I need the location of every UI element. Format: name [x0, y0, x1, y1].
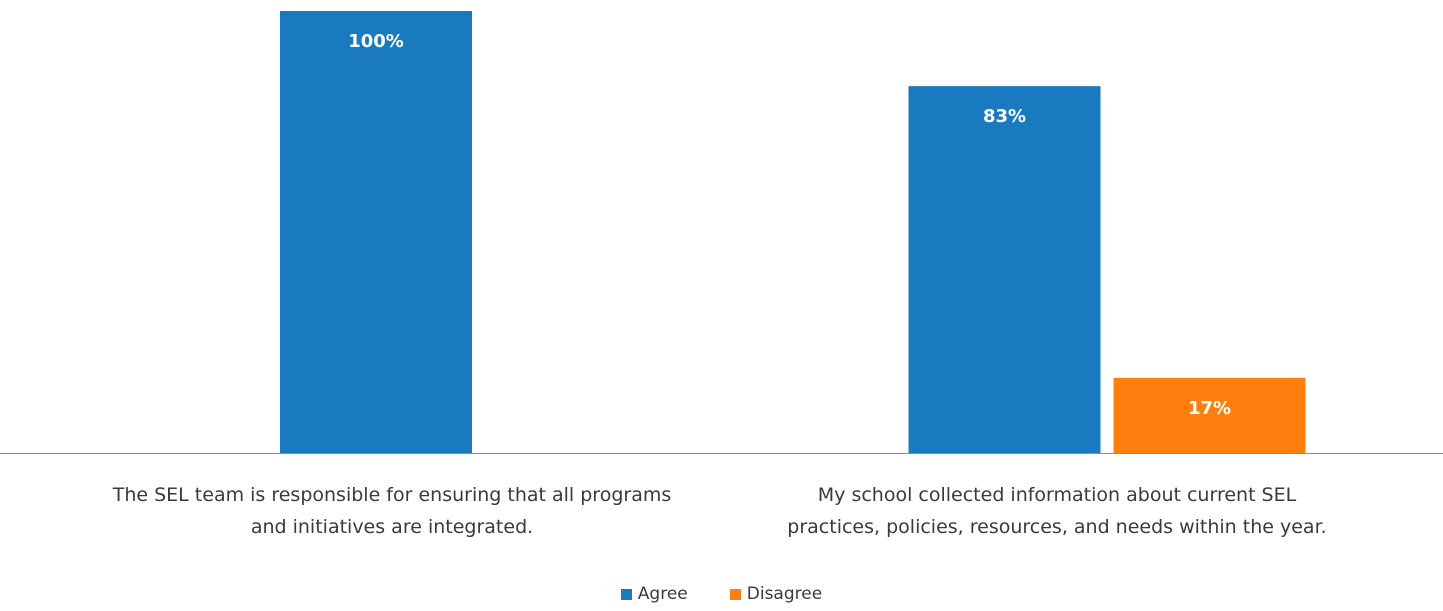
legend-label-agree: Agree — [637, 584, 688, 604]
legend-swatch-agree — [620, 588, 632, 600]
category-label-2-line-2: practices, policies, resources, and need… — [787, 516, 1327, 538]
bar-disagree-2 — [1113, 377, 1306, 453]
category-label-1-line-2: and initiatives are integrated. — [250, 516, 534, 538]
legend-item-agree: Agree — [620, 584, 688, 604]
bar-agree-1 — [280, 11, 472, 453]
category-label-2: My school collected information about cu… — [707, 479, 1407, 543]
data-label-disagree-2: 17% — [1188, 398, 1231, 419]
category-label-2-line-1: My school collected information about cu… — [817, 484, 1297, 506]
legend-label-disagree: Disagree — [746, 584, 823, 604]
legend: Agree Disagree — [0, 584, 1443, 604]
data-label-agree-1: 100% — [348, 31, 404, 52]
bars-group: 100% 83% 17% — [280, 11, 1306, 453]
category-label-1-line-1: The SEL team is responsible for ensuring… — [112, 484, 672, 506]
bar-agree-2 — [908, 86, 1101, 453]
legend-swatch-disagree — [729, 588, 741, 600]
data-label-agree-2: 83% — [983, 106, 1026, 127]
legend-item-disagree: Disagree — [729, 584, 823, 604]
category-label-1: The SEL team is responsible for ensuring… — [42, 479, 742, 543]
